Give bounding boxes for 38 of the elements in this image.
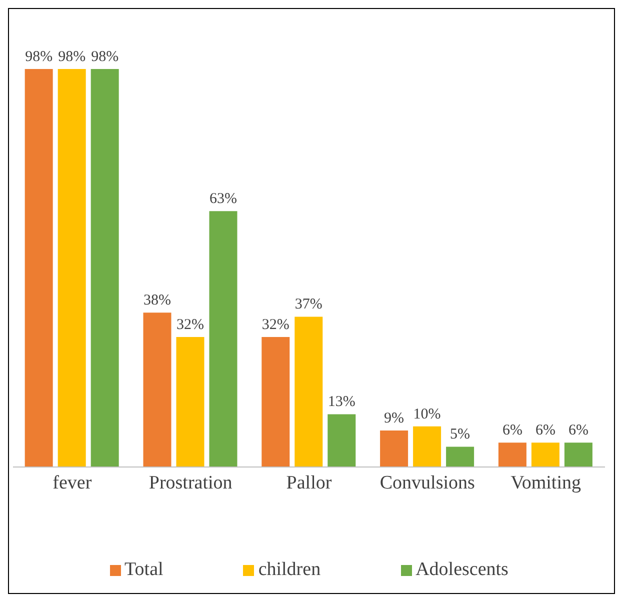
data-label: 6% [502,422,522,439]
bar [262,337,290,467]
bar [380,430,408,467]
data-label: 5% [450,426,470,443]
bar [176,337,204,467]
data-label: 32% [176,317,204,334]
bar [446,446,474,467]
bar [328,414,356,467]
bar [58,69,86,467]
bar [294,316,323,467]
data-label: 63% [209,191,237,208]
x-tick-label: Pallor [286,472,332,494]
bar [498,442,526,467]
x-tick-label: fever [52,472,92,494]
data-label: 13% [328,394,356,410]
x-tick-label: Convulsions [380,472,475,494]
bar [413,426,442,467]
data-label: 98% [58,49,86,65]
data-label: 6% [568,422,588,439]
data-label: 6% [535,422,556,439]
legend-label: children [257,559,321,581]
legend-label: Adolescents [414,559,508,581]
bar [209,211,238,467]
data-label: 98% [25,49,53,65]
bar [90,69,119,467]
data-label: 37% [294,296,322,313]
data-label: 32% [262,317,290,334]
data-label: 38% [143,292,171,309]
x-tick-label: Vomiting [510,472,582,494]
bar [531,442,560,467]
bar [143,312,172,467]
bar [564,442,592,467]
x-tick-label: Prostration [148,472,233,494]
data-label: 9% [384,410,404,426]
bar [24,69,53,467]
data-label: 10% [413,406,441,422]
legend-label: Total [124,559,164,581]
data-label: 98% [91,49,119,65]
